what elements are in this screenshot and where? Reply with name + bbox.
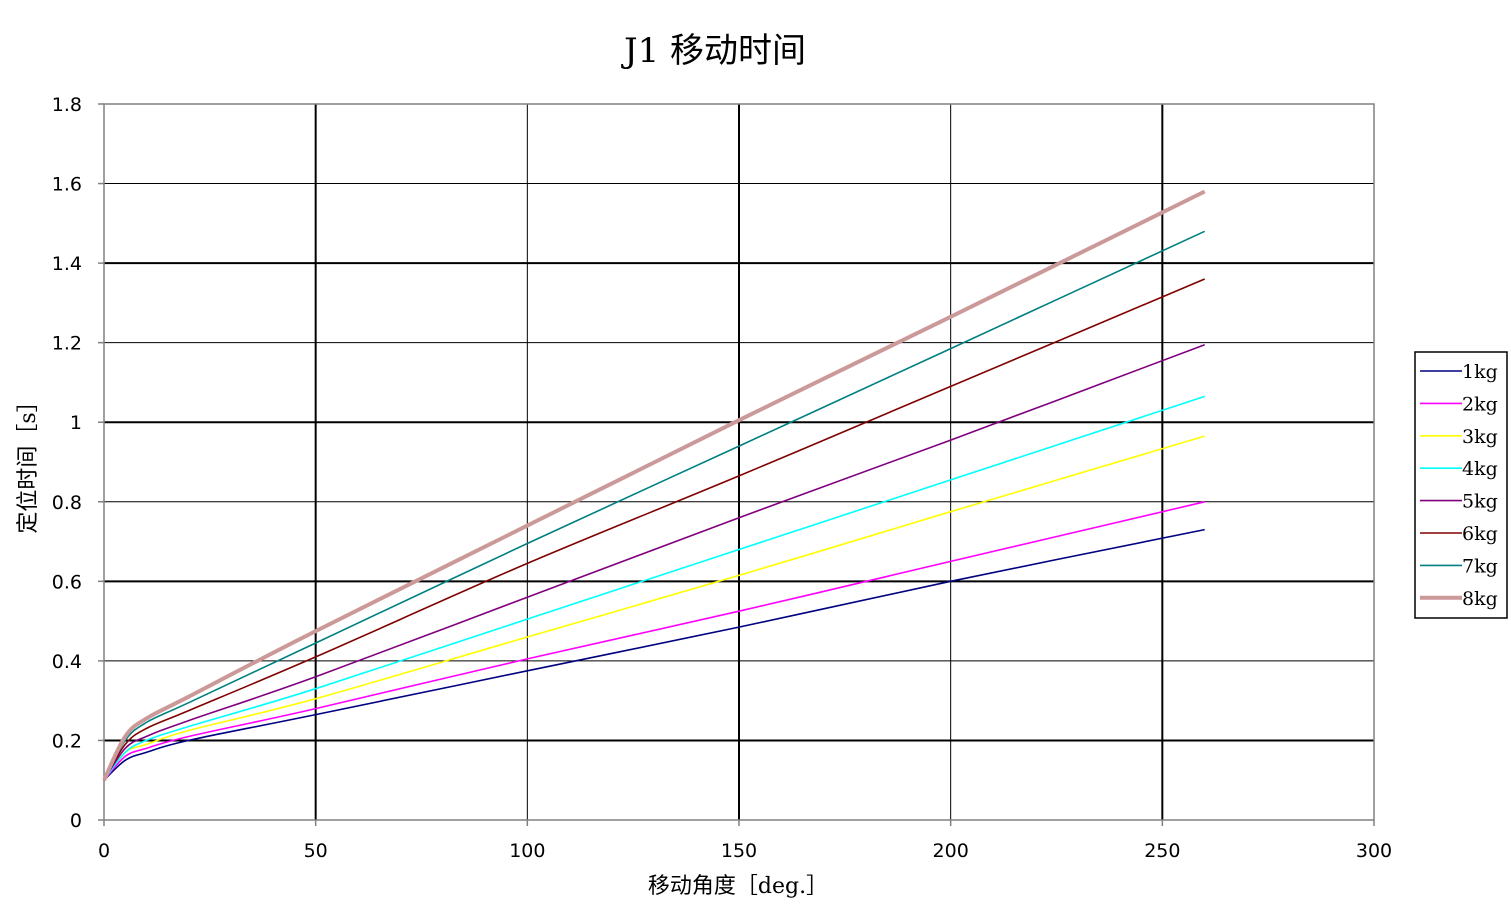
series-lines [102,189,1206,782]
x-axis-label: 移动角度［deg.］ [648,874,828,899]
y-tick-label: 1.6 [52,174,82,196]
y-tick-label: 1.2 [52,333,82,355]
y-tick-label: 0.2 [52,730,82,752]
series-line-3kg [103,435,1205,781]
series-line-7kg [103,230,1206,781]
y-tick-label: 0 [70,810,82,832]
series-line-6kg [103,278,1206,781]
legend-label-4kg: 4kg [1462,458,1498,480]
x-tick-label: 50 [304,840,328,862]
series-line-5kg [103,343,1205,781]
series-line-1kg [103,528,1205,781]
x-tick-label: 0 [98,840,110,862]
y-tick-label: 1 [70,412,82,434]
y-tick-label: 0.8 [52,492,82,514]
legend-label-2kg: 2kg [1462,393,1498,415]
x-tick-label: 250 [1144,840,1180,862]
legend-label-3kg: 3kg [1462,426,1498,448]
y-tick-label: 0.6 [52,571,82,593]
legend-label-5kg: 5kg [1462,491,1498,513]
y-tick-label: 1.8 [52,94,82,116]
chart-title: J1 移动时间 [621,31,806,71]
legend-label-6kg: 6kg [1462,523,1498,545]
x-tick-label: 100 [509,840,545,862]
y-tick-label: 0.4 [52,651,82,673]
legend-label-8kg: 8kg [1462,588,1498,610]
legend-label-7kg: 7kg [1462,555,1498,577]
y-axis-label: 定位时间［s］ [16,390,41,533]
grid [104,104,1374,820]
x-tick-label: 200 [933,840,969,862]
legend: 1kg 2kg 3kg 4kg 5kg 6kg 7kg 8kg [1414,351,1508,619]
y-tick-label: 1.4 [52,253,82,275]
legend-label-1kg: 1kg [1462,361,1498,383]
series-line-8kg [102,189,1206,782]
series-line-2kg [103,501,1205,781]
x-tick-label: 300 [1356,840,1392,862]
series-line-4kg [103,395,1205,781]
y-axis-ticks: 0 0.2 0.4 0.6 0.8 1 1.2 1.4 1.6 1.8 [52,94,104,832]
legend-box [1414,351,1508,619]
x-axis-ticks: 0 50 100 150 200 250 300 [98,820,1392,862]
x-tick-label: 150 [721,840,757,862]
